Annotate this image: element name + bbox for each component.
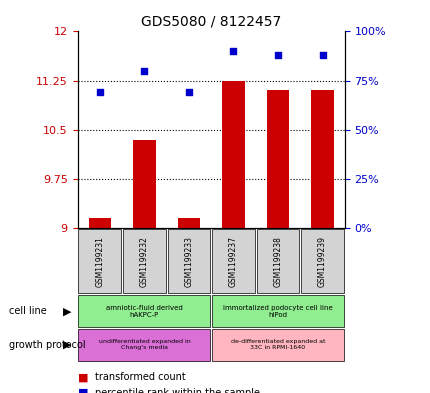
Text: GSM1199233: GSM1199233 — [184, 236, 193, 287]
Bar — [177, 218, 200, 228]
Bar — [310, 90, 333, 228]
Text: GSM1199231: GSM1199231 — [95, 236, 104, 287]
Text: GSM1199237: GSM1199237 — [228, 236, 237, 287]
Text: ■: ■ — [77, 388, 88, 393]
FancyBboxPatch shape — [78, 229, 121, 294]
Bar — [89, 218, 111, 228]
Text: growth protocol: growth protocol — [9, 340, 85, 350]
Point — [230, 48, 236, 54]
Text: GSM1199239: GSM1199239 — [317, 236, 326, 287]
Text: cell line: cell line — [9, 307, 46, 316]
FancyBboxPatch shape — [212, 329, 343, 361]
FancyBboxPatch shape — [78, 296, 210, 327]
Bar — [133, 140, 155, 228]
Text: undifferentiated expanded in
Chang's media: undifferentiated expanded in Chang's med… — [98, 340, 190, 350]
FancyBboxPatch shape — [123, 229, 166, 294]
Point — [274, 52, 281, 58]
Point — [96, 89, 103, 95]
Text: GSM1199238: GSM1199238 — [273, 236, 282, 287]
FancyBboxPatch shape — [212, 296, 343, 327]
Point — [318, 52, 325, 58]
FancyBboxPatch shape — [256, 229, 299, 294]
FancyBboxPatch shape — [212, 229, 254, 294]
Text: immortalized podocyte cell line
hIPod: immortalized podocyte cell line hIPod — [223, 305, 332, 318]
Text: GSM1199232: GSM1199232 — [140, 236, 148, 287]
Text: ■: ■ — [77, 372, 88, 382]
Text: ▶: ▶ — [62, 340, 71, 350]
Text: percentile rank within the sample: percentile rank within the sample — [95, 388, 259, 393]
Title: GDS5080 / 8122457: GDS5080 / 8122457 — [141, 15, 281, 29]
Text: ▶: ▶ — [62, 307, 71, 316]
Point — [185, 89, 192, 95]
Point — [141, 68, 147, 74]
FancyBboxPatch shape — [301, 229, 343, 294]
FancyBboxPatch shape — [78, 329, 210, 361]
FancyBboxPatch shape — [167, 229, 210, 294]
Text: transformed count: transformed count — [95, 372, 185, 382]
Text: de-differentiated expanded at
33C in RPMI-1640: de-differentiated expanded at 33C in RPM… — [230, 340, 325, 350]
Text: amniotic-fluid derived
hAKPC-P: amniotic-fluid derived hAKPC-P — [106, 305, 182, 318]
Bar — [222, 81, 244, 228]
Bar — [266, 90, 289, 228]
